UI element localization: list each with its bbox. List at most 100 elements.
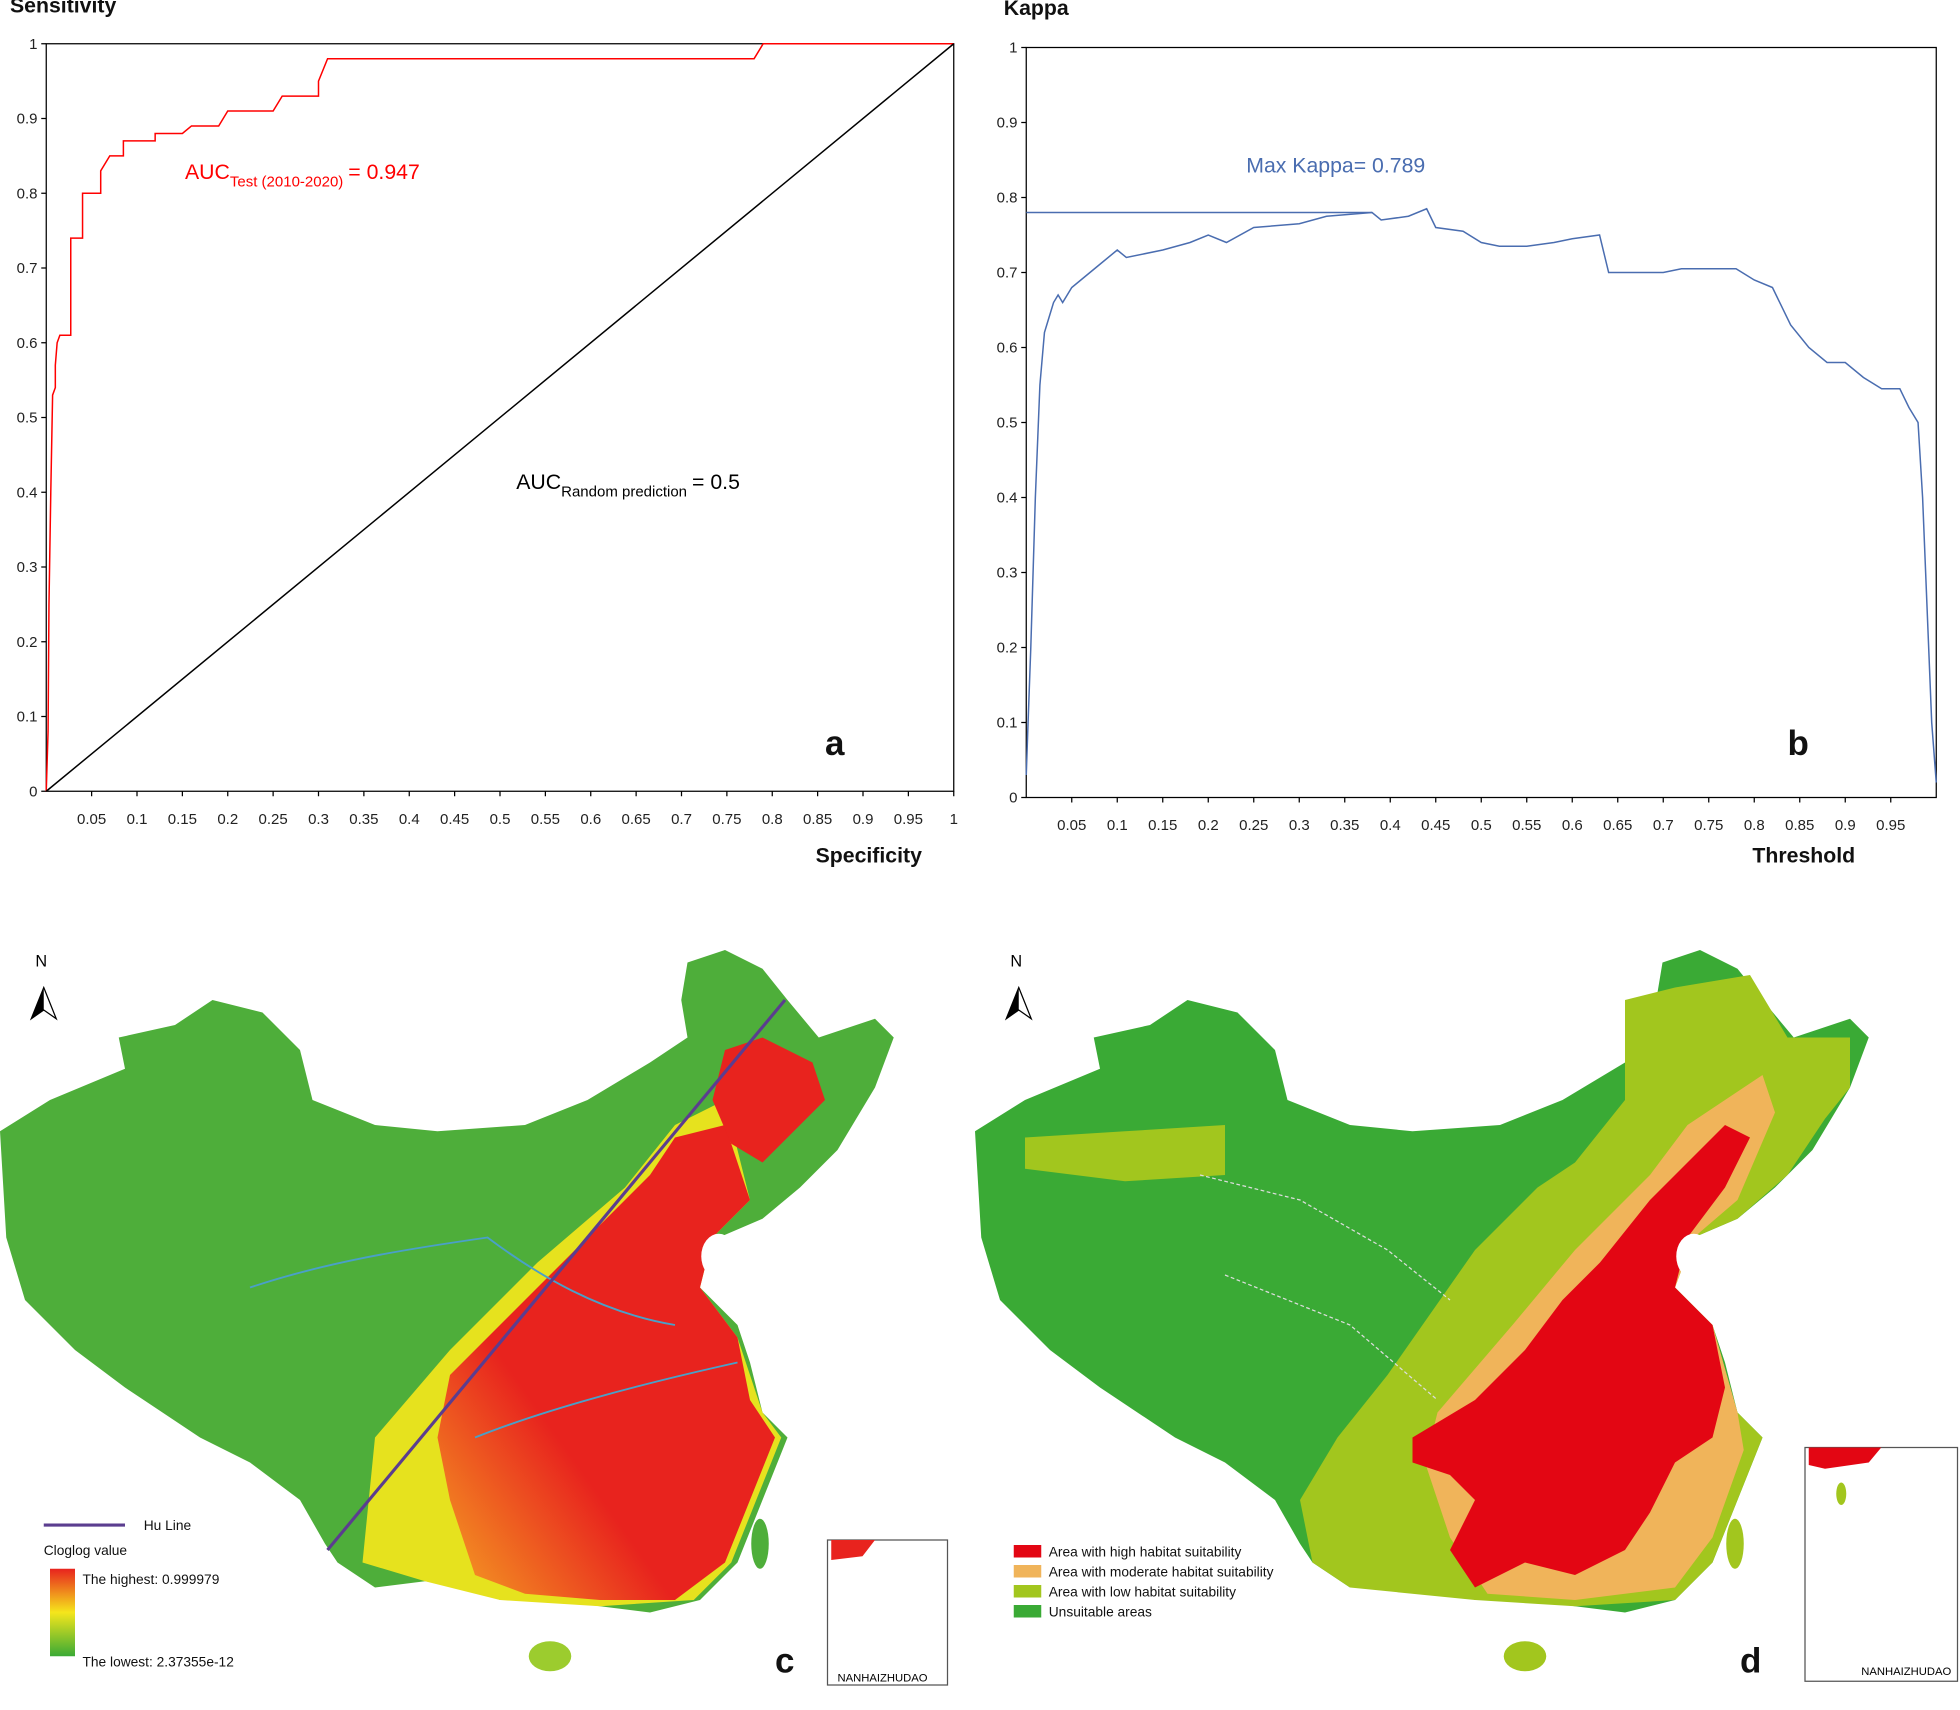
y-tick-label: 0.3 <box>17 559 38 576</box>
bohai-sea <box>1676 1233 1712 1279</box>
y-tick-label: 0.7 <box>997 265 1018 282</box>
panel-letter: a <box>825 724 845 763</box>
x-tick-label: 0.85 <box>803 811 832 828</box>
y-tick-label: 0.1 <box>17 709 38 726</box>
legend-swatch <box>1013 1585 1042 1598</box>
x-tick-label: 0.85 <box>1785 817 1814 834</box>
province-border <box>1199 1174 1451 1401</box>
inset-frame <box>826 1539 949 1686</box>
y-tick-label: 0.8 <box>997 190 1018 207</box>
x-tick-label: 0.25 <box>1239 817 1268 834</box>
data-line <box>45 43 955 792</box>
x-tick-label: 0.9 <box>853 811 874 828</box>
legend-label: Unsuitable areas <box>1049 1604 1152 1619</box>
x-tick-label: 0.35 <box>1330 817 1359 834</box>
legend-label: Hu Line <box>144 1518 192 1533</box>
bohai-sea <box>701 1233 737 1279</box>
north-arrow <box>31 987 44 1019</box>
x-tick-label: 0.4 <box>399 811 420 828</box>
north-arrow <box>1006 987 1019 1019</box>
y-tick-label: 0.4 <box>997 490 1018 507</box>
x-tick-label: 0.65 <box>1603 817 1632 834</box>
y-tick-label: 0.4 <box>17 484 38 501</box>
y-tick-label: 1 <box>1009 40 1017 57</box>
x-tick-label: 0.75 <box>1694 817 1723 834</box>
y-tick-label: 0.2 <box>997 640 1018 657</box>
annotation-text: Max Kappa= 0.789 <box>1246 154 1425 178</box>
annotation: AUCTest (2010-2020) = 0.947 <box>185 160 420 191</box>
x-tick-label: 0.15 <box>1148 817 1177 834</box>
y-tick-label: 0.9 <box>997 115 1018 132</box>
map-suitability-high <box>437 1125 775 1600</box>
panel-letter: d <box>1740 1642 1761 1681</box>
x-tick-label: 0.95 <box>1876 817 1905 834</box>
map-c <box>0 950 949 1686</box>
panel-letter: b <box>1788 724 1809 763</box>
data-line <box>1025 207 1937 783</box>
x-tick-label: 0.95 <box>894 811 923 828</box>
data-line <box>45 43 954 792</box>
x-tick-label: 0.3 <box>308 811 329 828</box>
plot-frame <box>1025 46 1937 799</box>
north-label: N <box>1010 952 1022 970</box>
annotation-subscript: Random prediction <box>561 483 687 500</box>
y-tick-label: 0.7 <box>17 260 38 277</box>
legend-max: The highest: 0.999979 <box>83 1572 220 1587</box>
x-axis-title: Specificity <box>816 844 922 868</box>
x-tick-label: 0.9 <box>1835 817 1856 834</box>
x-tick-label: 0.6 <box>1562 817 1583 834</box>
panel-letter: c <box>775 1642 794 1681</box>
x-tick-label: 0.25 <box>259 811 288 828</box>
y-tick-label: 0.5 <box>17 410 38 427</box>
inset-land <box>1808 1447 1882 1469</box>
annotation-text: AUC <box>516 470 561 494</box>
y-axis-title: Kappa <box>1004 0 1069 20</box>
y-tick-label: 0.2 <box>17 634 38 651</box>
chart-b: 0 0.1 0.2 0.3 0.4 0.5 0.6 0.7 0.8 0.9 1 0.05 0.1 0.15… <box>997 0 1937 868</box>
x-tick-label: 0.55 <box>1512 817 1541 834</box>
x-tick-label: 0.4 <box>1380 817 1401 834</box>
annotation: Max Kappa= 0.789 <box>1246 154 1425 178</box>
x-tick-label: 1 <box>950 811 958 828</box>
legend-title: Cloglog value <box>44 1543 128 1558</box>
x-tick-label: 0.75 <box>712 811 741 828</box>
x-tick-label: 0.6 <box>580 811 601 828</box>
x-tick-label: 0.35 <box>349 811 378 828</box>
x-axis-title: Threshold <box>1752 844 1855 868</box>
taiwan <box>751 1518 769 1569</box>
inset-label: NANHAIZHUDAO <box>1861 1666 1951 1678</box>
legend-label: Area with low habitat suitability <box>1049 1584 1236 1599</box>
chart-a: 0 0.1 0.2 0.3 0.4 0.5 0.6 0.7 0.8 0.9 1 0.05 0.1 0.15… <box>10 0 958 868</box>
legend-min: The lowest: 2.37355e-12 <box>83 1654 234 1669</box>
x-tick-label: 0.2 <box>1198 817 1219 834</box>
legend-label: Area with high habitat suitability <box>1049 1544 1242 1559</box>
inset-frame <box>1804 1446 1959 1682</box>
y-tick-label: 0.1 <box>997 715 1018 732</box>
y-tick-label: 0 <box>29 783 37 800</box>
y-axis-title: Sensitivity <box>10 0 116 17</box>
x-tick-label: 0.8 <box>762 811 783 828</box>
x-tick-label: 0.3 <box>1289 817 1310 834</box>
map-d <box>975 950 1959 1682</box>
x-tick-label: 0.65 <box>622 811 651 828</box>
legend-swatch <box>1013 1545 1042 1558</box>
legend-gradient <box>50 1568 75 1657</box>
x-tick-label: 0.8 <box>1744 817 1765 834</box>
annotation: AUCRandom prediction = 0.5 <box>516 470 740 500</box>
annotation-suffix: = 0.947 <box>348 160 420 184</box>
y-tick-label: 0.8 <box>17 185 38 202</box>
annotation-subscript: Test (2010-2020) <box>230 173 343 190</box>
x-tick-label: 0.5 <box>1471 817 1492 834</box>
inset-island <box>1836 1482 1847 1505</box>
inset-land <box>831 1540 875 1560</box>
x-tick-label: 0.1 <box>127 811 148 828</box>
annotation-suffix: = 0.5 <box>692 470 740 494</box>
region-high <box>1412 1125 1750 1588</box>
hainan <box>528 1641 572 1672</box>
map-labels-c: N NANHAIZHUDAO c Hu Line Cloglog value The hi… <box>35 952 927 1684</box>
x-tick-label: 0.45 <box>440 811 469 828</box>
x-tick-label: 0.05 <box>77 811 106 828</box>
inset-label: NANHAIZHUDAO <box>837 1672 927 1684</box>
